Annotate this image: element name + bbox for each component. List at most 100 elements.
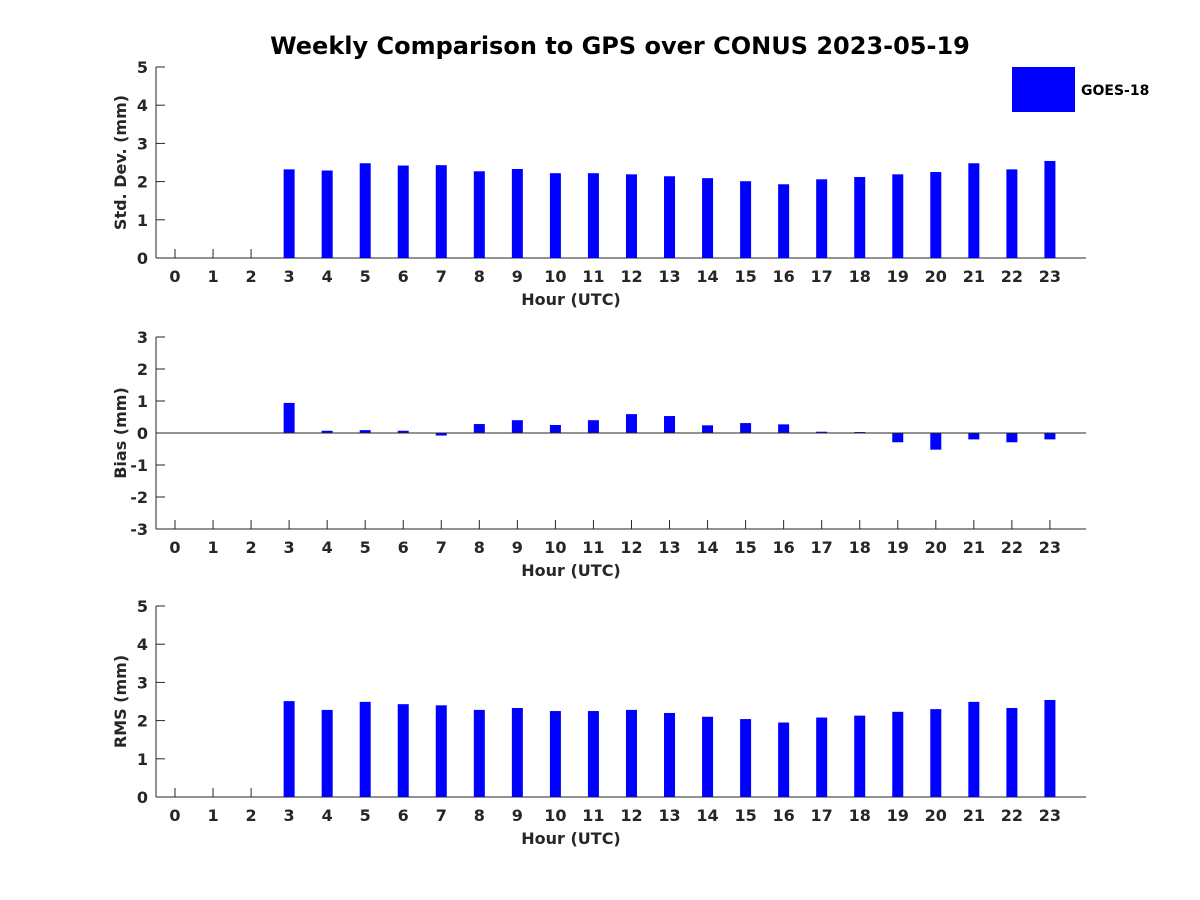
x-tick-label: 4 <box>322 806 333 825</box>
x-tick-label: 18 <box>849 806 871 825</box>
y-tick-label: 0 <box>137 424 148 443</box>
x-tick-label: 8 <box>474 806 485 825</box>
bar-hour-16 <box>778 722 790 797</box>
x-tick-label: 11 <box>582 538 604 557</box>
bar-hour-22 <box>1006 169 1018 258</box>
y-tick-label: 0 <box>137 788 148 807</box>
y-axis-label: Std. Dev. (mm) <box>111 95 130 230</box>
bar-hour-14 <box>702 716 714 797</box>
x-tick-label: 6 <box>398 806 409 825</box>
x-tick-label: 19 <box>887 267 909 286</box>
bar-hour-12 <box>625 709 637 797</box>
bar-hour-9 <box>511 707 523 797</box>
x-tick-label: 0 <box>169 806 180 825</box>
y-axis-label: Bias (mm) <box>111 387 130 479</box>
x-tick-label: 9 <box>512 267 523 286</box>
bar-hour-3 <box>283 402 295 433</box>
bar-hour-13 <box>664 176 676 258</box>
bar-hour-22 <box>1006 433 1018 443</box>
x-tick-label: 7 <box>436 267 447 286</box>
bar-hour-5 <box>359 430 371 433</box>
x-tick-label: 10 <box>544 806 566 825</box>
x-tick-label: 2 <box>246 538 257 557</box>
bar-hour-14 <box>702 178 714 258</box>
bar-hour-16 <box>778 424 790 433</box>
bar-hour-10 <box>549 711 561 797</box>
x-tick-label: 21 <box>963 538 985 557</box>
x-tick-label: 15 <box>734 267 756 286</box>
y-tick-label: 3 <box>137 328 148 347</box>
x-tick-label: 3 <box>284 267 295 286</box>
bar-hour-5 <box>359 163 371 258</box>
bar-hour-10 <box>549 173 561 258</box>
bar-hour-22 <box>1006 707 1018 797</box>
x-tick-label: 3 <box>284 806 295 825</box>
bar-hour-6 <box>397 430 409 433</box>
x-tick-label: 11 <box>582 267 604 286</box>
bar-hour-18 <box>854 715 866 797</box>
x-tick-label: 5 <box>360 806 371 825</box>
x-tick-label: 21 <box>963 806 985 825</box>
bar-hour-17 <box>816 717 828 797</box>
x-tick-label: 23 <box>1039 538 1061 557</box>
x-tick-label: 6 <box>398 538 409 557</box>
x-tick-label: 19 <box>887 538 909 557</box>
x-tick-label: 10 <box>544 538 566 557</box>
y-tick-label: -2 <box>130 488 148 507</box>
x-tick-label: 14 <box>696 806 718 825</box>
x-tick-label: 20 <box>925 538 947 557</box>
x-tick-label: 1 <box>207 806 218 825</box>
x-axis-label: Hour (UTC) <box>521 290 621 309</box>
x-tick-label: 18 <box>849 267 871 286</box>
bar-hour-13 <box>664 416 676 433</box>
bar-hour-6 <box>397 165 409 258</box>
bar-hour-14 <box>702 425 714 433</box>
y-tick-label: 2 <box>137 360 148 379</box>
x-tick-label: 9 <box>512 806 523 825</box>
y-tick-label: 2 <box>137 173 148 192</box>
x-axis-label: Hour (UTC) <box>521 829 621 848</box>
x-tick-label: 11 <box>582 806 604 825</box>
bar-hour-7 <box>435 433 447 436</box>
x-tick-label: 8 <box>474 267 485 286</box>
bar-hour-3 <box>283 701 295 797</box>
x-tick-label: 13 <box>658 267 680 286</box>
bar-hour-17 <box>816 431 828 433</box>
bar-hour-10 <box>549 425 561 433</box>
chart-title: Weekly Comparison to GPS over CONUS 2023… <box>270 32 970 60</box>
x-tick-label: 13 <box>658 806 680 825</box>
y-tick-label: 3 <box>137 134 148 153</box>
bar-hour-23 <box>1044 160 1056 258</box>
bar-hour-8 <box>473 709 485 797</box>
x-tick-label: 20 <box>925 806 947 825</box>
x-tick-label: 2 <box>246 806 257 825</box>
x-tick-label: 5 <box>360 538 371 557</box>
bar-hour-7 <box>435 705 447 797</box>
y-tick-label: -3 <box>130 520 148 539</box>
x-tick-label: 9 <box>512 538 523 557</box>
x-tick-label: 12 <box>620 806 642 825</box>
x-tick-label: 3 <box>284 538 295 557</box>
bar-hour-4 <box>321 430 333 433</box>
bar-hour-6 <box>397 704 409 797</box>
bar-hour-8 <box>473 424 485 433</box>
bar-hour-13 <box>664 712 676 797</box>
bar-hour-12 <box>625 174 637 258</box>
y-axis-label: RMS (mm) <box>111 655 130 748</box>
bar-hour-20 <box>930 433 942 450</box>
x-tick-label: 23 <box>1039 267 1061 286</box>
bar-hour-9 <box>511 168 523 258</box>
y-tick-label: 0 <box>137 249 148 268</box>
x-tick-label: 1 <box>207 267 218 286</box>
legend: GOES-18 <box>1012 67 1149 112</box>
y-tick-label: 1 <box>137 392 148 411</box>
x-tick-label: 13 <box>658 538 680 557</box>
bar-hour-7 <box>435 165 447 258</box>
x-tick-label: 2 <box>246 267 257 286</box>
x-tick-label: 0 <box>169 538 180 557</box>
x-tick-label: 17 <box>811 538 833 557</box>
bar-hour-8 <box>473 171 485 258</box>
y-tick-label: -1 <box>130 456 148 475</box>
y-tick-label: 4 <box>137 635 148 654</box>
x-tick-label: 7 <box>436 538 447 557</box>
